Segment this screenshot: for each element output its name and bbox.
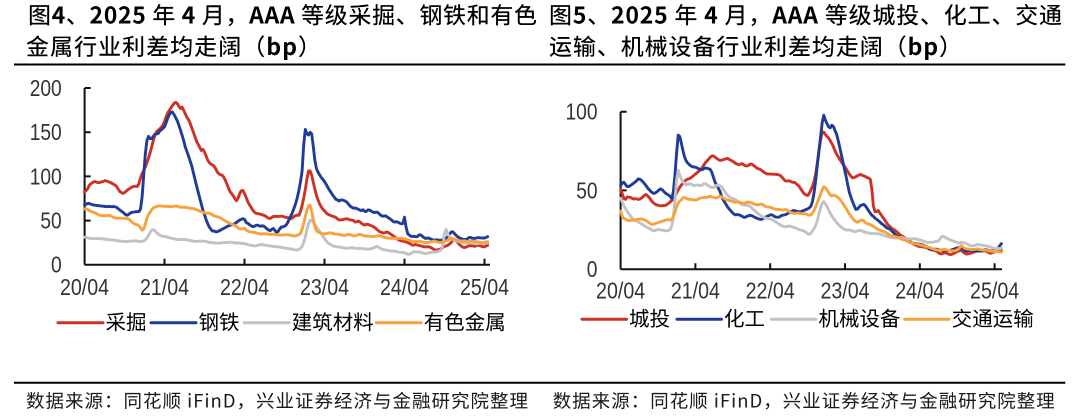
svg-text:0: 0	[51, 252, 62, 278]
svg-text:24/04: 24/04	[380, 274, 429, 300]
svg-text:200: 200	[30, 75, 62, 101]
svg-text:50: 50	[576, 177, 597, 203]
svg-text:22/04: 22/04	[220, 274, 269, 300]
svg-text:50: 50	[40, 208, 61, 234]
svg-text:20/04: 20/04	[596, 277, 645, 303]
svg-text:150: 150	[30, 119, 62, 145]
svg-text:24/04: 24/04	[895, 277, 944, 303]
svg-text:21/04: 21/04	[671, 277, 720, 303]
svg-text:22/04: 22/04	[746, 277, 795, 303]
svg-text:23/04: 23/04	[820, 277, 869, 303]
svg-text:25/04: 25/04	[460, 274, 509, 300]
svg-text:100: 100	[30, 163, 62, 189]
svg-text:0: 0	[587, 256, 598, 282]
svg-text:20/04: 20/04	[60, 274, 109, 300]
svg-text:23/04: 23/04	[300, 274, 349, 300]
svg-text:21/04: 21/04	[140, 274, 189, 300]
svg-text:100: 100	[566, 99, 598, 125]
svg-text:25/04: 25/04	[970, 277, 1019, 303]
